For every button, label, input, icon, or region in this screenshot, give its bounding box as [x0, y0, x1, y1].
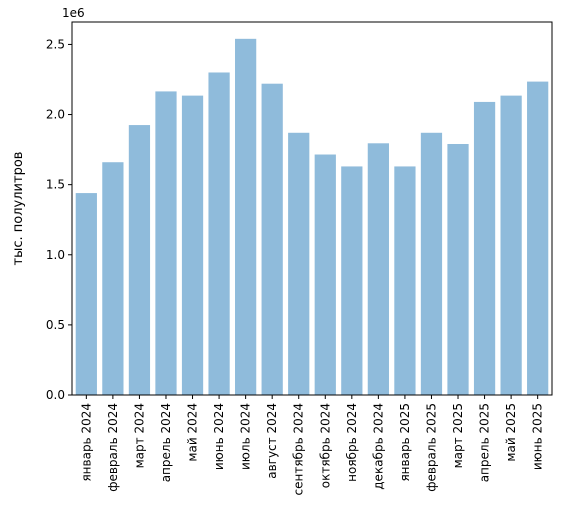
bar	[235, 38, 257, 396]
y-axis: 0.0 0.5 1.0 1.5 2.0 2.5	[46, 37, 72, 402]
bar	[261, 83, 283, 395]
y-tick-label: 1.0	[46, 248, 65, 262]
bar	[473, 101, 496, 395]
x-tick-label: апрель 2025	[478, 403, 492, 482]
x-tick-label: май 2025	[504, 403, 518, 462]
bar	[181, 95, 204, 396]
x-tick-label: сентябрь 2024	[292, 403, 306, 495]
bar	[420, 132, 443, 395]
plot-frame	[71, 21, 553, 396]
x-tick-label: февраль 2025	[424, 403, 438, 492]
x-tick-label: июль 2024	[239, 403, 253, 470]
bar	[341, 166, 363, 395]
x-axis: январь 2024 февраль 2024 март 2024 апрель 2…	[79, 395, 545, 495]
y-tick-label: 2.5	[46, 37, 65, 51]
y-tick-label: 2.0	[46, 108, 65, 122]
bar	[128, 125, 151, 395]
bar	[527, 81, 549, 396]
bar	[75, 193, 97, 395]
x-tick-label: июнь 2024	[212, 403, 226, 470]
x-tick-label: январь 2024	[79, 403, 93, 482]
y-axis-offset-label: 1e6	[62, 6, 85, 20]
x-tick-label: декабрь 2024	[371, 403, 385, 490]
x-tick-label: март 2025	[451, 403, 465, 468]
bar	[367, 143, 389, 395]
bar	[314, 154, 336, 395]
x-tick-label: февраль 2024	[106, 403, 120, 492]
x-tick-label: октябрь 2024	[318, 403, 332, 488]
x-tick-label: май 2024	[186, 403, 200, 462]
x-tick-label: январь 2025	[398, 403, 412, 482]
y-tick-label: 1.5	[46, 178, 65, 192]
bar	[447, 143, 469, 395]
y-axis-label: тыс. полулитров	[11, 152, 26, 266]
bar	[155, 91, 177, 395]
x-tick-label: ноябрь 2024	[345, 403, 359, 482]
x-tick-label: август 2024	[265, 403, 279, 479]
bars-group	[75, 38, 549, 396]
bar	[394, 166, 416, 395]
bar	[102, 162, 124, 395]
bar	[500, 95, 522, 396]
bar	[288, 132, 310, 395]
y-tick-label: 0.5	[46, 318, 65, 332]
x-tick-label: март 2024	[132, 403, 146, 468]
bar	[208, 72, 230, 395]
x-tick-label: апрель 2024	[159, 403, 173, 482]
x-tick-label: июнь 2025	[531, 403, 545, 470]
y-tick-label: 0.0	[46, 388, 65, 402]
